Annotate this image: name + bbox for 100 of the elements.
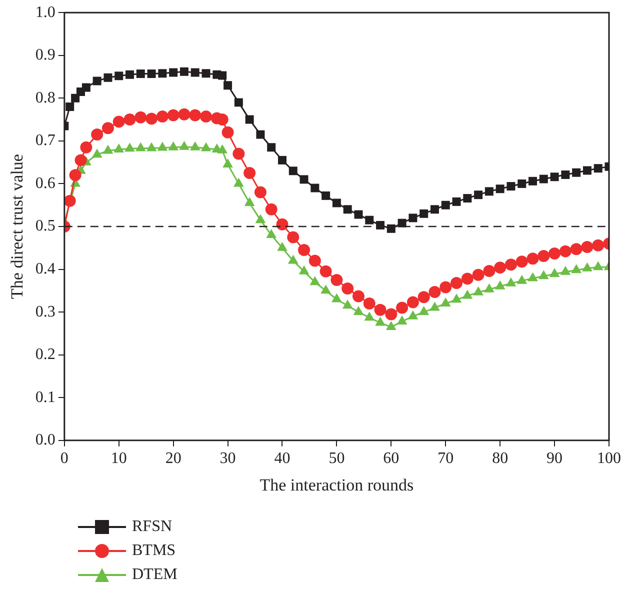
point (92, 148, 102, 158)
y-tick-label: 0.5 (35, 218, 56, 235)
point (124, 114, 136, 126)
point (217, 144, 228, 154)
point (365, 216, 374, 224)
point (450, 276, 463, 289)
point (539, 174, 548, 184)
point (538, 270, 549, 280)
x-tick-label: 80 (492, 450, 508, 468)
point (66, 102, 74, 111)
point (559, 245, 572, 258)
point (548, 247, 561, 260)
point (343, 205, 352, 214)
point (135, 142, 146, 152)
point (146, 142, 157, 152)
y-tick-label: 0.2 (35, 346, 56, 364)
x-tick-label: 0 (60, 450, 68, 468)
point (267, 143, 276, 152)
point (224, 81, 232, 90)
point (561, 170, 570, 179)
x-tick-label: 10 (110, 450, 127, 468)
point (396, 315, 408, 324)
legend-label: BTMS (132, 542, 176, 560)
point (386, 321, 396, 330)
point (234, 98, 243, 107)
point (494, 262, 506, 274)
point (494, 280, 506, 290)
x-tick-label: 90 (546, 450, 563, 468)
y-tick-label: 0.7 (35, 132, 56, 150)
point (440, 281, 452, 294)
point (592, 239, 604, 252)
point (82, 83, 90, 92)
y-tick-label: 0.4 (35, 260, 56, 278)
point (473, 286, 484, 296)
point (592, 261, 604, 270)
point (190, 68, 200, 77)
x-tick-label: 100 (597, 450, 621, 468)
point (385, 308, 398, 320)
point (538, 250, 550, 262)
point (266, 229, 277, 238)
x-tick-label: 40 (274, 450, 290, 468)
legend-label: RFSN (132, 518, 172, 536)
legend-label: DTEM (132, 566, 178, 584)
point (276, 218, 288, 230)
point (441, 200, 450, 210)
point (255, 214, 266, 224)
point (406, 296, 419, 308)
point (71, 94, 80, 102)
point (232, 148, 245, 160)
point (168, 141, 179, 150)
point (518, 179, 526, 188)
point (104, 73, 112, 82)
point (244, 196, 255, 206)
point (200, 110, 212, 123)
point (179, 140, 190, 150)
point (352, 290, 364, 302)
point (472, 268, 484, 281)
point (363, 298, 376, 310)
point (298, 244, 310, 256)
point (452, 197, 461, 206)
point (277, 242, 288, 251)
point (190, 141, 200, 150)
point (430, 205, 439, 214)
point (484, 283, 494, 292)
point (222, 158, 233, 168)
point (147, 70, 156, 78)
point (320, 284, 332, 294)
point (332, 293, 342, 302)
point (461, 272, 474, 285)
y-axis-title: The direct trust value (8, 154, 27, 299)
point (245, 115, 254, 124)
point (506, 277, 516, 286)
point (408, 310, 418, 320)
point (398, 218, 406, 228)
point (550, 172, 559, 182)
point (353, 306, 364, 316)
point (102, 122, 114, 134)
point (124, 142, 135, 152)
point (420, 209, 428, 218)
point (322, 191, 330, 200)
point (560, 266, 571, 275)
point (364, 312, 375, 321)
point (418, 291, 430, 304)
x-axis-title: The interaction rounds (260, 475, 414, 494)
y-tick-label: 0.9 (35, 46, 56, 64)
point (342, 300, 353, 309)
point (462, 290, 473, 299)
point (342, 282, 354, 295)
point (354, 210, 363, 219)
point (528, 176, 537, 186)
point (64, 194, 76, 207)
point (202, 69, 210, 78)
point (581, 241, 594, 254)
point (189, 109, 202, 122)
point (74, 154, 87, 166)
point (430, 302, 440, 311)
y-tick-label: 0.0 (35, 432, 56, 449)
point (572, 168, 581, 177)
point (526, 252, 539, 265)
point (254, 186, 266, 198)
